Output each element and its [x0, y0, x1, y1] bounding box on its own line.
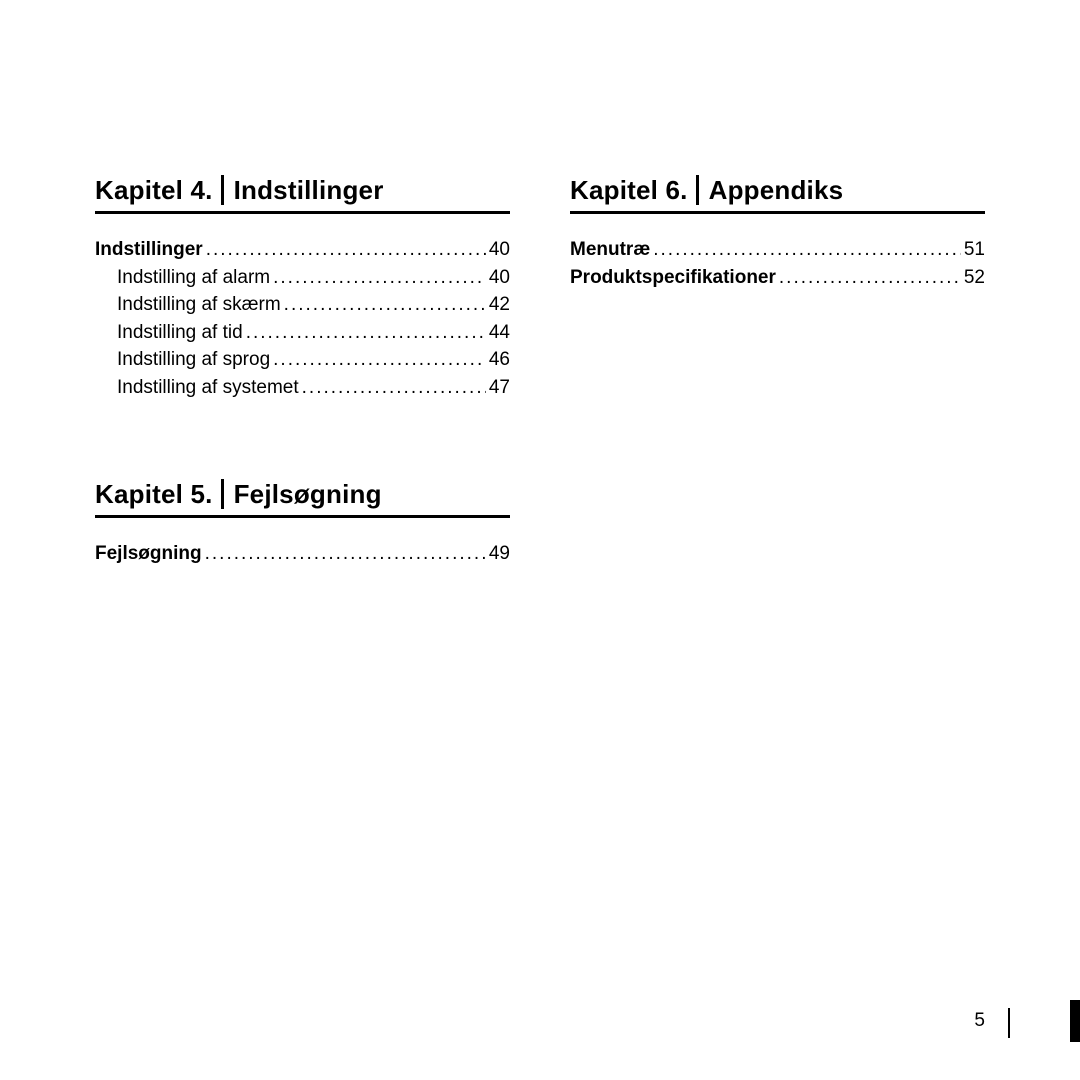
toc-entry-page: 51	[964, 236, 985, 264]
chapter-heading: Kapitel 5. Fejlsøgning	[95, 479, 510, 518]
toc-entry: Produktspecifikationer..................…	[570, 264, 985, 292]
chapter-title: Indstillinger	[234, 175, 384, 205]
toc-entry-label: Indstilling af tid	[117, 319, 243, 347]
toc-entry-label: Fejlsøgning	[95, 540, 202, 568]
footer-divider	[1008, 1008, 1010, 1038]
toc-leader-dots: ........................................…	[273, 264, 486, 292]
toc-leader-dots: ........................................…	[206, 236, 486, 264]
chapter-heading: Kapitel 4. Indstillinger	[95, 175, 510, 214]
chapter-heading: Kapitel 6. Appendiks	[570, 175, 985, 214]
toc-entry-page: 40	[489, 264, 510, 292]
toc-entry: Indstilling af tid......................…	[95, 319, 510, 347]
toc-leader-dots: ........................................…	[273, 346, 486, 374]
toc-entry: Indstilling af sprog....................…	[95, 346, 510, 374]
toc-entry-page: 47	[489, 374, 510, 402]
toc-leader-dots: ........................................…	[653, 236, 961, 264]
chapter-title: Appendiks	[709, 175, 844, 205]
toc-entry-page: 42	[489, 291, 510, 319]
toc-entry-label: Indstilling af systemet	[117, 374, 299, 402]
toc-entry: Fejlsøgning.............................…	[95, 540, 510, 568]
chapter-number: Kapitel 5.	[95, 479, 224, 509]
chapter-block: Kapitel 5.FejlsøgningFejlsøgning........…	[95, 479, 510, 568]
toc-column: Kapitel 6. Appendiks Menutræ..............…	[570, 175, 985, 568]
toc-entry-label: Menutræ	[570, 236, 650, 264]
toc-entry-page: 52	[964, 264, 985, 292]
page-number: 5	[974, 1010, 985, 1032]
toc-entry: Indstilling af skærm....................…	[95, 291, 510, 319]
toc-entry-page: 46	[489, 346, 510, 374]
chapter-number: Kapitel 6.	[570, 175, 699, 205]
chapter-title: Fejlsøgning	[234, 479, 382, 509]
chapter-block: Kapitel 6. Appendiks Menutræ..............…	[570, 175, 985, 291]
toc-entry-label: Indstilling af alarm	[117, 264, 270, 292]
toc-entry-label: Indstilling af skærm	[117, 291, 281, 319]
toc-entry-page: 49	[489, 540, 510, 568]
toc-entry-page: 40	[489, 236, 510, 264]
toc-entry-label: Indstilling af sprog	[117, 346, 270, 374]
chapter-block: Kapitel 4.IndstillingerIndstillinger....…	[95, 175, 510, 401]
toc-entry-label: Indstillinger	[95, 236, 203, 264]
toc-page: Kapitel 4.IndstillingerIndstillinger....…	[0, 0, 1080, 1080]
toc-column: Kapitel 4.IndstillingerIndstillinger....…	[95, 175, 510, 568]
side-tab-mark	[1070, 1000, 1080, 1042]
chapter-number: Kapitel 4.	[95, 175, 224, 205]
toc-columns: Kapitel 4.IndstillingerIndstillinger....…	[95, 175, 985, 568]
toc-entry-page: 44	[489, 319, 510, 347]
toc-leader-dots: ........................................…	[284, 291, 486, 319]
toc-leader-dots: ........................................…	[246, 319, 486, 347]
toc-entry: Indstillinger...........................…	[95, 236, 510, 264]
toc-leader-dots: ........................................…	[779, 264, 961, 292]
toc-leader-dots: ........................................…	[205, 540, 486, 568]
toc-entry: Indstilling af alarm....................…	[95, 264, 510, 292]
toc-entry: Indstilling af systemet ................…	[95, 374, 510, 402]
toc-entry-label: Produktspecifikationer	[570, 264, 776, 292]
toc-leader-dots: ........................................…	[302, 374, 486, 402]
toc-entry: Menutræ.................................…	[570, 236, 985, 264]
